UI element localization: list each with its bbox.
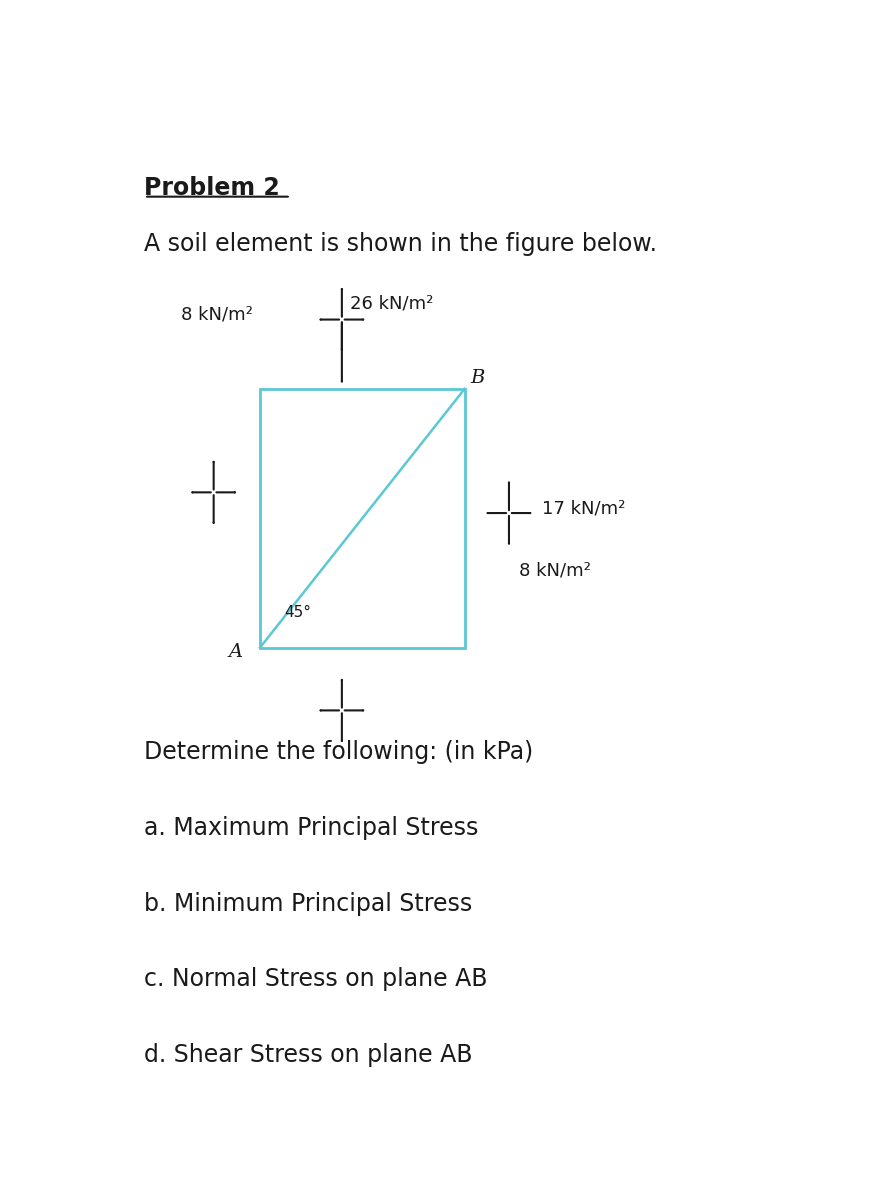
Text: B: B: [470, 370, 485, 388]
Bar: [260, 389, 465, 648]
Text: Determine the following: (in kPa): Determine the following: (in kPa): [144, 740, 533, 764]
Text: 26 kN/m²: 26 kN/m²: [350, 294, 434, 312]
Text: Problem 2: Problem 2: [144, 176, 280, 200]
Text: A soil element is shown in the figure below.: A soil element is shown in the figure be…: [144, 232, 657, 256]
Text: 17 kN/m²: 17 kN/m²: [542, 499, 625, 517]
Text: b. Minimum Principal Stress: b. Minimum Principal Stress: [144, 892, 473, 916]
Text: 8 kN/m²: 8 kN/m²: [518, 562, 590, 580]
Text: a. Maximum Principal Stress: a. Maximum Principal Stress: [144, 816, 479, 840]
Text: d. Shear Stress on plane AB: d. Shear Stress on plane AB: [144, 1043, 473, 1067]
Text: 8 kN/m²: 8 kN/m²: [181, 306, 253, 324]
Text: A: A: [229, 643, 243, 661]
Text: 45°: 45°: [284, 605, 311, 620]
Text: c. Normal Stress on plane AB: c. Normal Stress on plane AB: [144, 967, 488, 991]
